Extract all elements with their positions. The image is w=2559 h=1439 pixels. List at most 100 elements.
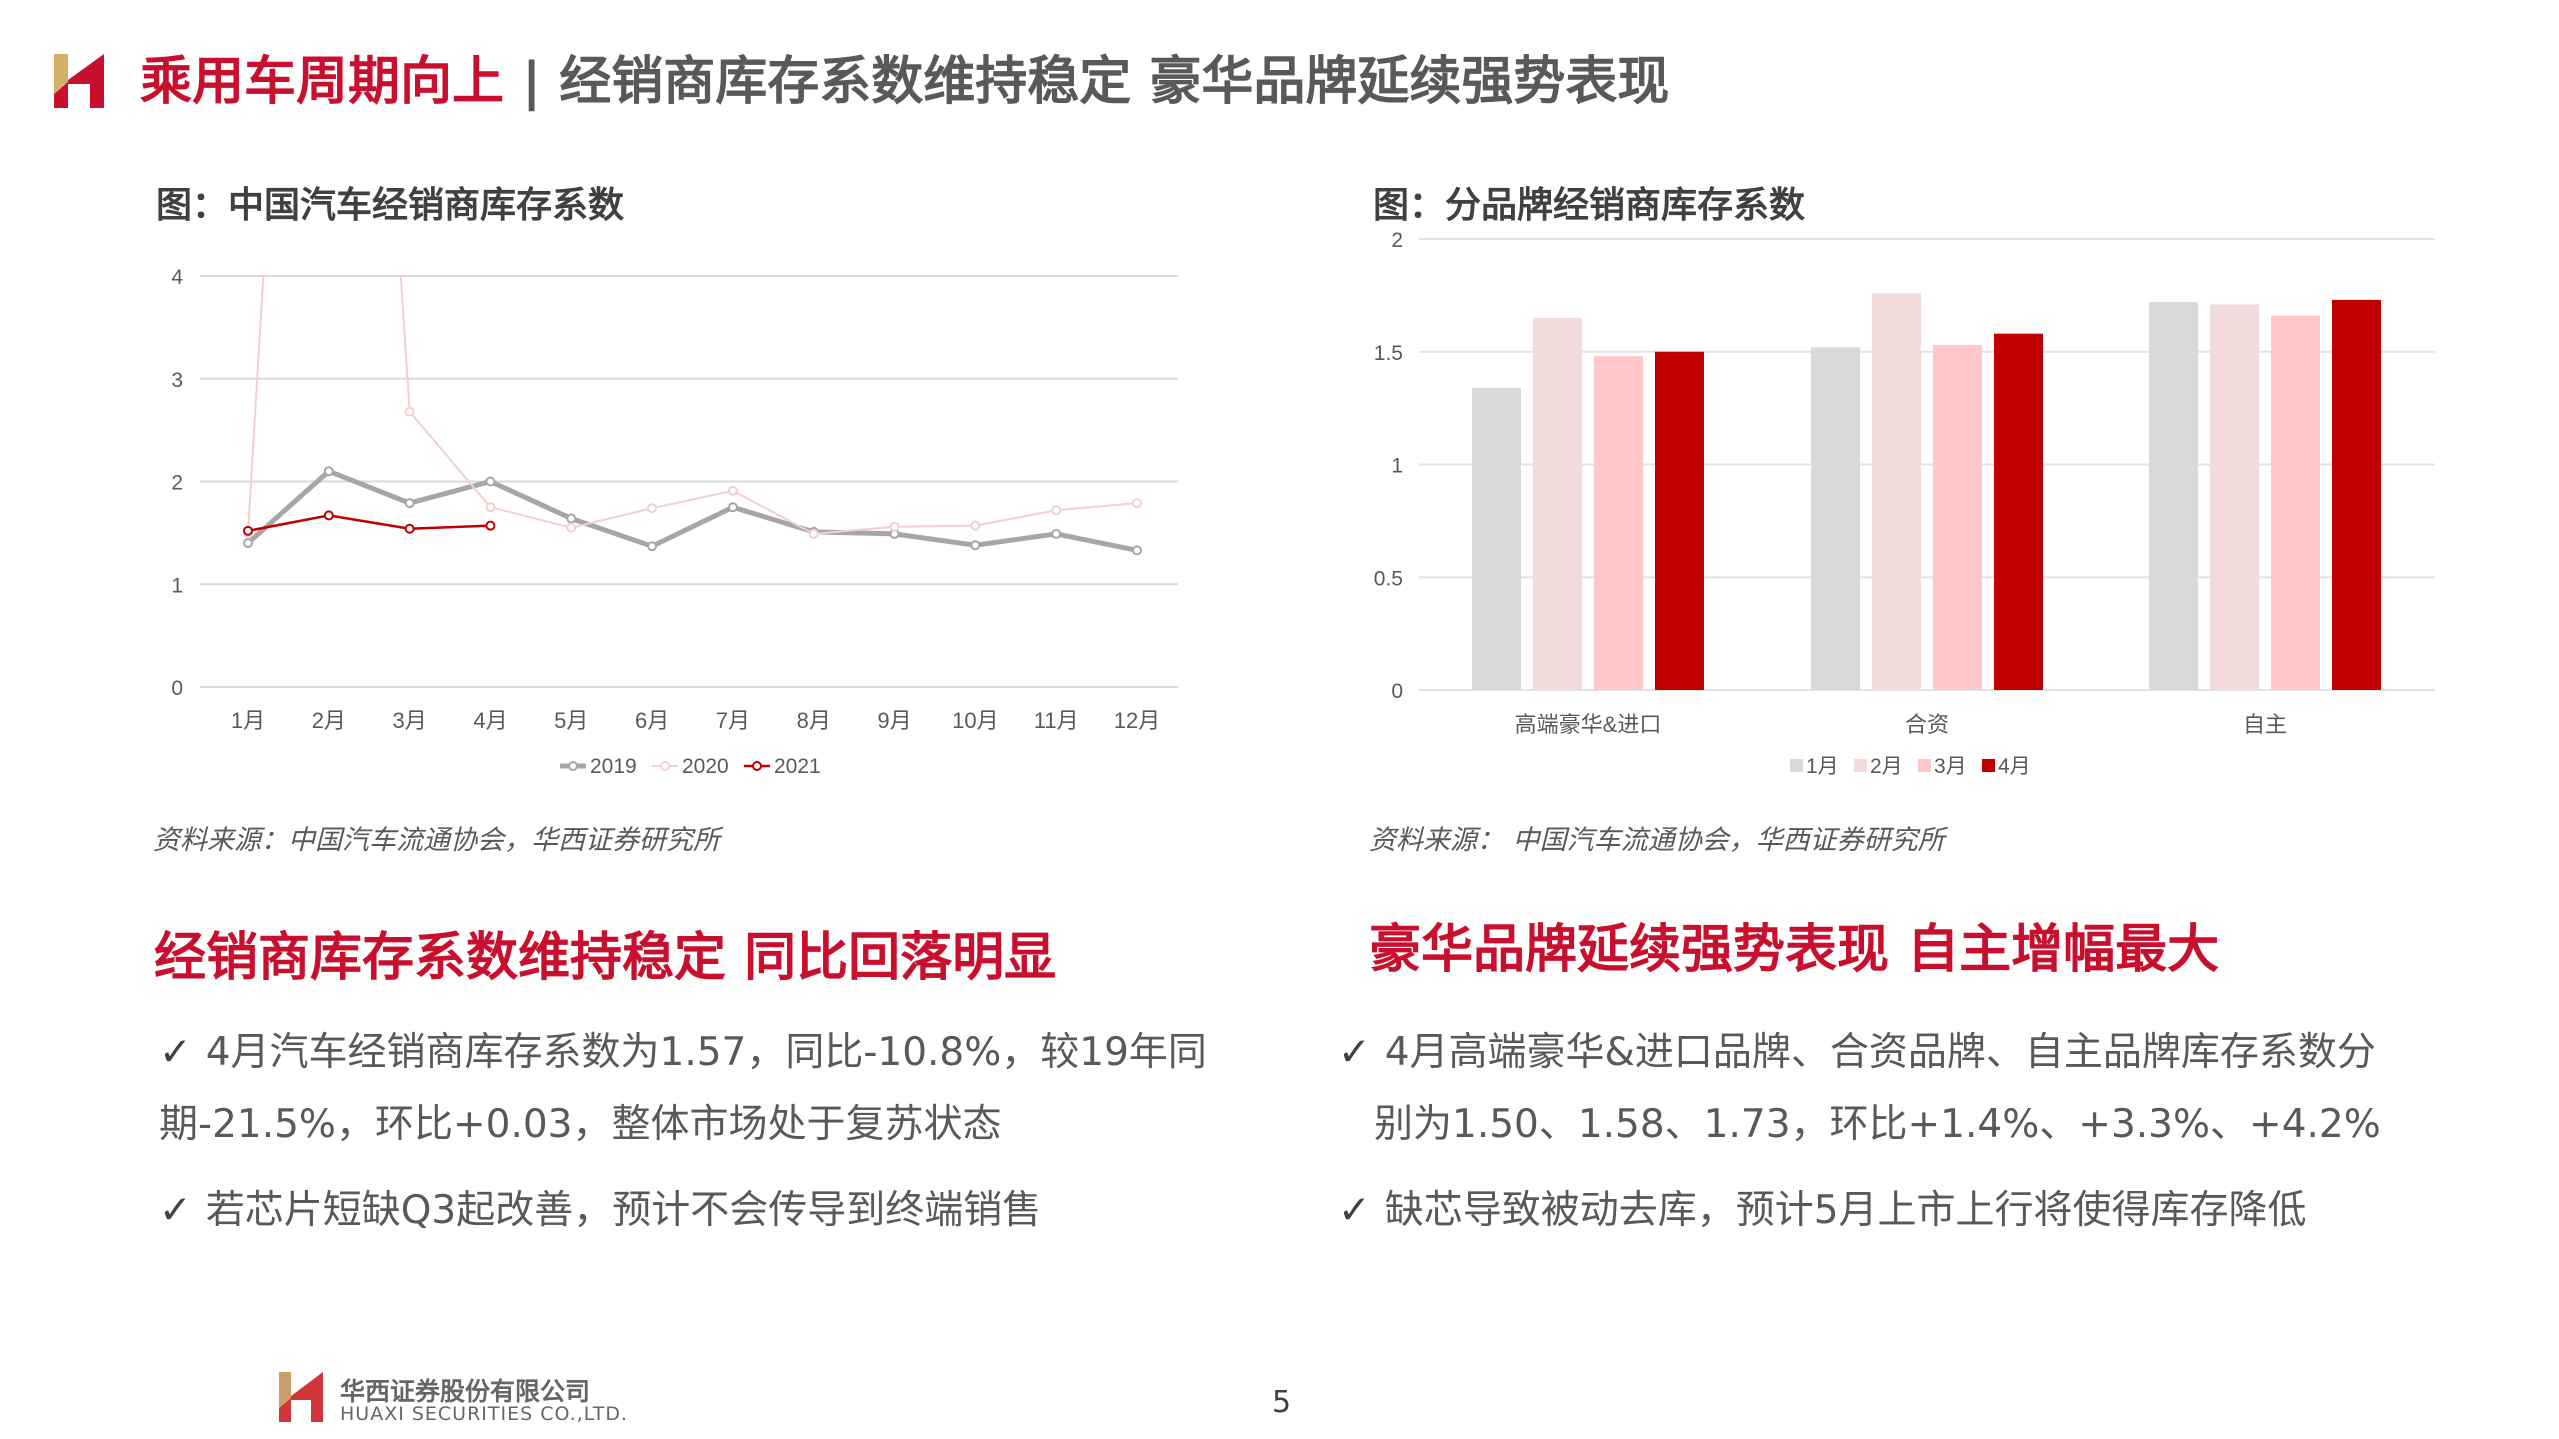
data-point-2019 bbox=[243, 538, 253, 549]
left-bullets: ✓ 4月汽车经销商库存系数为1.57，同比-10.8%，较19年同期-21.5%，… bbox=[159, 1017, 1259, 1247]
bar-4月 bbox=[1655, 351, 1704, 690]
bullet-item: ✓ 4月高端豪华&进口品牌、合资品牌、自主品牌库存系数分别为1.50、1.58、1… bbox=[1338, 1017, 2388, 1161]
x-tick-label: 高端豪华&进口 bbox=[1515, 712, 1662, 737]
inventory-coefficient-line-chart: 0 1 2 3 4 1月 2月 3月 4月 5月 6月 7月 8月 9月 10月 11月 12月 2019 2020… bbox=[171, 266, 1178, 778]
data-point-2020 bbox=[889, 521, 900, 532]
data-point-2019 bbox=[970, 540, 981, 551]
checkmark-icon: ✓ bbox=[159, 1030, 192, 1075]
legend-label: 2020 bbox=[682, 755, 729, 778]
bullet-item: ✓ 缺芯导致被动去库，预计5月上市上行将使得库存降低 bbox=[1338, 1175, 2388, 1247]
title-secondary: 经销商库存系数维持稳定 豪华品牌延续强势表现 bbox=[559, 52, 1670, 112]
y-tick-label: 1 bbox=[1391, 455, 1403, 478]
checkmark-icon: ✓ bbox=[1338, 1188, 1371, 1233]
data-point-2019 bbox=[566, 513, 577, 524]
data-point-2019 bbox=[647, 541, 658, 552]
x-tick-label: 11月 bbox=[1034, 708, 1079, 733]
data-point-2019 bbox=[1132, 545, 1142, 556]
x-tick-label: 5月 bbox=[554, 708, 588, 733]
data-point-2021 bbox=[323, 510, 334, 521]
right-chart-title: 图：分品牌经销商库存系数 bbox=[1373, 185, 1806, 226]
y-tick-label: 0 bbox=[171, 677, 183, 700]
x-tick-label: 10月 bbox=[952, 708, 998, 733]
data-point-2019 bbox=[1051, 528, 1062, 539]
data-point-2020 bbox=[566, 522, 577, 533]
x-tick-label: 7月 bbox=[716, 708, 750, 733]
legend-label: 2021 bbox=[774, 755, 821, 778]
bar-4月 bbox=[2332, 299, 2381, 690]
legend-label: 2月 bbox=[1870, 755, 1903, 778]
data-point-2019 bbox=[485, 476, 496, 487]
page-title: 乘用车周期向上 | 经销商库存系数维持稳定 豪华品牌延续强势表现 bbox=[140, 50, 1669, 114]
data-point-2019 bbox=[323, 466, 334, 477]
bullet-text: 缺芯导致被动去库，预计5月上市上行将使得库存降低 bbox=[1384, 1188, 2307, 1233]
bar-1月 bbox=[1472, 387, 1521, 690]
data-point-2020 bbox=[970, 520, 981, 531]
title-main: 乘用车周期向上 bbox=[140, 52, 505, 112]
y-tick-label: 0.5 bbox=[1374, 567, 1403, 590]
data-point-2020 bbox=[1051, 505, 1062, 516]
y-tick-label: 2 bbox=[1391, 229, 1403, 252]
legend-swatch-4月 bbox=[1982, 759, 1995, 772]
bar-3月 bbox=[2271, 315, 2320, 690]
legend-label: 4月 bbox=[1998, 755, 2031, 778]
bullet-item: ✓ 4月汽车经销商库存系数为1.57，同比-10.8%，较19年同期-21.5%，… bbox=[159, 1017, 1259, 1161]
footer-logo-icon bbox=[279, 1372, 323, 1422]
legend-marker-2020 bbox=[660, 761, 670, 771]
y-tick-label: 1 bbox=[171, 574, 183, 597]
x-tick-label: 4月 bbox=[473, 708, 507, 733]
bar-2月 bbox=[2210, 304, 2259, 690]
bullet-text: 若芯片短缺Q3起改善，预计不会传导到终端销售 bbox=[205, 1188, 1042, 1233]
brand-inventory-bar-chart: 0 0.5 1 1.5 2 高端豪华&进口 合资 自主 1月 2月 3月 4月 bbox=[1374, 229, 2435, 778]
data-point-2020 bbox=[727, 485, 738, 496]
y-tick-label: 2 bbox=[171, 472, 183, 495]
y-tick-label: 1.5 bbox=[1374, 342, 1403, 365]
right-subtitle: 豪华品牌延续强势表现 自主增幅最大 bbox=[1369, 920, 2220, 980]
legend-marker-2019 bbox=[568, 761, 578, 771]
x-tick-label: 3月 bbox=[393, 708, 427, 733]
bar-4月 bbox=[1994, 333, 2043, 690]
x-tick-label: 1月 bbox=[231, 708, 265, 733]
left-chart-source: 资料来源：中国汽车流通协会，华西证券研究所 bbox=[153, 825, 720, 856]
footer-company-en: HUAXI SECURITIES CO.,LTD. bbox=[340, 1403, 628, 1425]
data-point-2021 bbox=[243, 525, 253, 536]
bullet-text: 4月高端豪华&进口品牌、合资品牌、自主品牌库存系数分别为1.50、1.58、1.… bbox=[1374, 1030, 2381, 1147]
x-tick-label: 自主 bbox=[2243, 712, 2287, 737]
left-subtitle: 经销商库存系数维持稳定 同比回落明显 bbox=[154, 928, 1057, 988]
bar-3月 bbox=[1933, 344, 1982, 690]
y-tick-label: 4 bbox=[171, 266, 183, 289]
data-point-2020 bbox=[808, 528, 819, 539]
data-point-2021 bbox=[485, 520, 496, 531]
bullet-item: ✓ 若芯片短缺Q3起改善，预计不会传导到终端销售 bbox=[159, 1175, 1259, 1247]
legend-label: 2019 bbox=[590, 755, 637, 778]
checkmark-icon: ✓ bbox=[159, 1188, 192, 1233]
y-tick-label: 3 bbox=[171, 369, 183, 392]
right-bullets: ✓ 4月高端豪华&进口品牌、合资品牌、自主品牌库存系数分别为1.50、1.58、1… bbox=[1338, 1017, 2388, 1247]
legend-swatch-1月 bbox=[1790, 759, 1803, 772]
bar-2月 bbox=[1872, 293, 1921, 690]
data-point-2020 bbox=[485, 502, 496, 513]
x-tick-label: 2月 bbox=[312, 708, 346, 733]
data-point-2019 bbox=[404, 498, 415, 509]
data-point-2021 bbox=[404, 523, 415, 534]
legend-swatch-2月 bbox=[1854, 759, 1867, 772]
huaxi-logo-icon bbox=[54, 54, 104, 108]
bar-3月 bbox=[1594, 356, 1643, 690]
y-tick-label: 0 bbox=[1391, 680, 1403, 703]
data-point-2020 bbox=[1132, 498, 1142, 509]
bar-1月 bbox=[1811, 347, 1860, 690]
legend-label: 1月 bbox=[1806, 755, 1839, 778]
x-tick-label: 8月 bbox=[797, 708, 831, 733]
series-line-2021 bbox=[247, 514, 491, 533]
left-chart-title: 图：中国汽车经销商库存系数 bbox=[156, 185, 625, 226]
checkmark-icon: ✓ bbox=[1338, 1030, 1371, 1075]
legend-swatch-3月 bbox=[1918, 759, 1931, 772]
x-tick-label: 12月 bbox=[1114, 708, 1160, 733]
x-tick-label: 6月 bbox=[635, 708, 669, 733]
bullet-text: 4月汽车经销商库存系数为1.57，同比-10.8%，较19年同期-21.5%，环… bbox=[159, 1030, 1207, 1147]
x-tick-label: 合资 bbox=[1905, 712, 1949, 737]
data-point-2020 bbox=[404, 406, 415, 417]
title-separator: | bbox=[522, 52, 542, 112]
legend-label: 3月 bbox=[1934, 755, 1967, 778]
footer-company-cn: 华西证券股份有限公司 bbox=[340, 1377, 591, 1406]
series-line-2020 bbox=[247, 276, 1138, 535]
